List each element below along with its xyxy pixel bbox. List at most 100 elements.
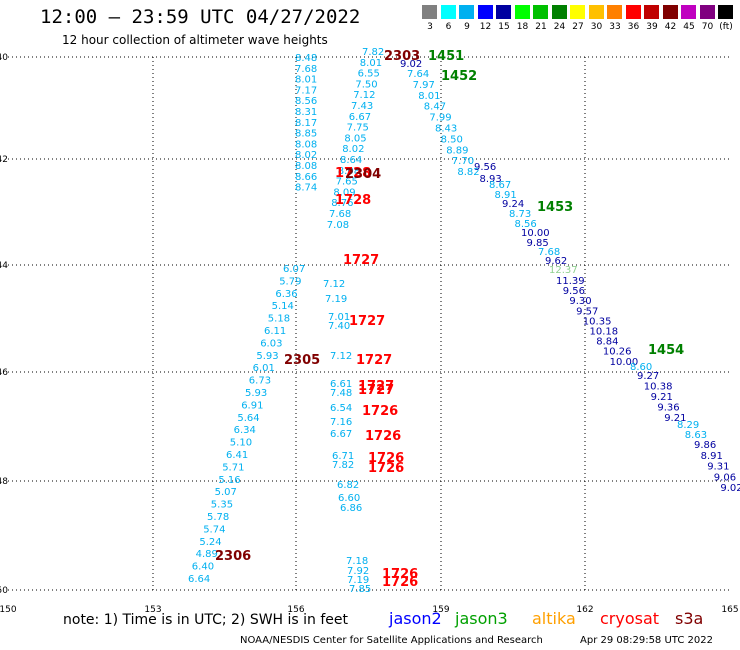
map-subtitle: 12 hour collection of altimeter wave hei… (62, 33, 328, 47)
wave-height-label: 5.71 (222, 462, 244, 473)
wave-height-label: 8.01 (418, 91, 440, 102)
wave-height-label: 6.73 (249, 376, 271, 387)
wave-height-label: 6.40 (192, 562, 214, 573)
wave-height-label: 8.31 (295, 107, 317, 118)
wave-height-label: 10.35 (583, 316, 612, 327)
map-title: 12:00 – 23:59 UTC 04/27/2022 (40, 6, 361, 28)
wave-height-label: 6.71 (332, 451, 354, 462)
wave-height-label: 9.30 (569, 296, 591, 307)
legend-label: 3 (427, 22, 433, 32)
pass-number-label: 1451 (428, 49, 464, 64)
legend-label: 33 (609, 22, 621, 32)
legend-swatch (644, 5, 659, 19)
wave-height-label: 6.11 (264, 326, 286, 337)
pass-labels: 2303 145114521453145417282304172817271727… (215, 49, 684, 590)
wave-height-label: 6.61 (330, 379, 352, 390)
legend-swatch (607, 5, 622, 19)
wave-height-label: 5.74 (203, 524, 225, 535)
pass-number-label: 2304 (345, 167, 381, 182)
wave-height-label: 9.21 (664, 413, 686, 424)
legend-swatch (570, 5, 585, 19)
wave-height-label: 7.43 (351, 101, 373, 112)
wave-height-label: 8.09 (333, 187, 355, 198)
wave-height-label: 12.37 (549, 265, 578, 276)
wave-height-label: 8.67 (489, 180, 511, 191)
wave-height-label: 5.16 (218, 475, 240, 486)
wave-height-label: 7.19 (347, 575, 369, 586)
wave-height-label: 5.64 (237, 413, 259, 424)
pass-number-label: 1727 (358, 383, 394, 398)
legend-label: 70 (701, 22, 714, 32)
legend-label: 36 (627, 22, 640, 32)
wave-height-label: 8.02 (295, 150, 317, 161)
legend-swatch (440, 5, 456, 19)
pass-number-label: 1726 (382, 575, 418, 590)
wave-height-label: 7.18 (346, 556, 368, 567)
legend-label: 27 (572, 22, 584, 32)
wave-height-label: 7.75 (347, 123, 369, 134)
wave-height-label: 8.63 (685, 430, 707, 441)
wave-height-label: 9.24 (502, 199, 524, 210)
footer-credit: NOAA/NESDIS Center for Satellite Applica… (240, 635, 543, 646)
wave-height-label: 5.10 (230, 438, 252, 449)
wave-height-label: 7.82 (362, 47, 384, 58)
legend-label: 9 (464, 22, 470, 32)
legend-label: 42 (664, 22, 677, 32)
legend-swatch (625, 5, 641, 19)
wave-height-label: 8.50 (441, 134, 463, 145)
wave-height-label: 9.06 (714, 472, 736, 483)
wave-height-label: 6.67 (349, 112, 371, 123)
satellite-name-jason2: jason2 (389, 609, 442, 628)
wave-height-label: 9.21 (651, 392, 673, 403)
pass-number-label: 1727 (349, 314, 385, 329)
wave-height-label: 7.65 (336, 177, 358, 188)
pass-number-label: 1453 (537, 200, 573, 215)
legend-label: 30 (590, 22, 603, 32)
wave-height-label: 9.85 (527, 238, 549, 249)
x-tick-label: 162 (576, 605, 593, 615)
legend-label: 45 (683, 22, 695, 32)
wave-height-label: 6.41 (226, 450, 248, 461)
wave-height-label: 7.01 (328, 312, 350, 323)
x-tick-label: 156 (287, 605, 304, 615)
wave-height-label: 8.60 (630, 362, 652, 373)
wave-height-label: 8.08 (295, 139, 317, 150)
wave-height-label: 7.50 (355, 79, 377, 90)
wave-height-label: 8.76 (331, 198, 353, 209)
wave-height-label: 9.02 (400, 59, 422, 70)
pass-number-label: 2306 (215, 549, 251, 564)
axis-tick-labels: 150 153 156 159 162 165 -40 -42 -44 -46 -48 -50 (0, 53, 739, 615)
wave-height-label: 8.48 (295, 53, 317, 64)
wave-height-label: 8.08 (295, 161, 317, 172)
wave-height-label: 8.82 (457, 167, 479, 178)
wave-height-label: 6.36 (275, 289, 297, 300)
legend-label: 21 (535, 22, 547, 32)
wave-height-label: 4.89 (196, 549, 218, 560)
x-tick-label: 159 (432, 605, 449, 615)
y-tick-label: -48 (0, 477, 8, 487)
wave-height-label: 8.17 (295, 118, 317, 129)
wave-height-label: 7.17 (295, 85, 317, 96)
satellite-name-altika: altika (532, 609, 576, 628)
satellite-name-s3a: s3a (675, 609, 704, 628)
pass-number-label: 1726 (368, 461, 404, 476)
wave-height-label: 9.56 (563, 286, 585, 297)
pass-number-label: 1728 (335, 166, 371, 181)
wave-height-label: 8.29 (677, 420, 699, 431)
wave-height-label: 6.67 (330, 429, 352, 440)
wave-height-label: 8.64 (340, 155, 362, 166)
legend-label: 39 (646, 22, 658, 32)
legend-label: 6 (445, 22, 452, 32)
wave-height-label: 5.78 (207, 512, 229, 523)
wave-height-label: 7.97 (413, 80, 435, 91)
wave-height-label: 8.01 (295, 75, 317, 86)
wave-height-label: 7.40 (328, 321, 350, 332)
wave-height-label: 9.27 (637, 371, 659, 382)
wave-height-label: 7.99 (429, 113, 451, 124)
legend-swatch (422, 5, 437, 19)
wave-height-label: 6.86 (340, 503, 362, 514)
legend-swatch (699, 5, 715, 19)
legend-swatch (514, 5, 530, 19)
pass-number-label: 2305 (284, 353, 320, 368)
